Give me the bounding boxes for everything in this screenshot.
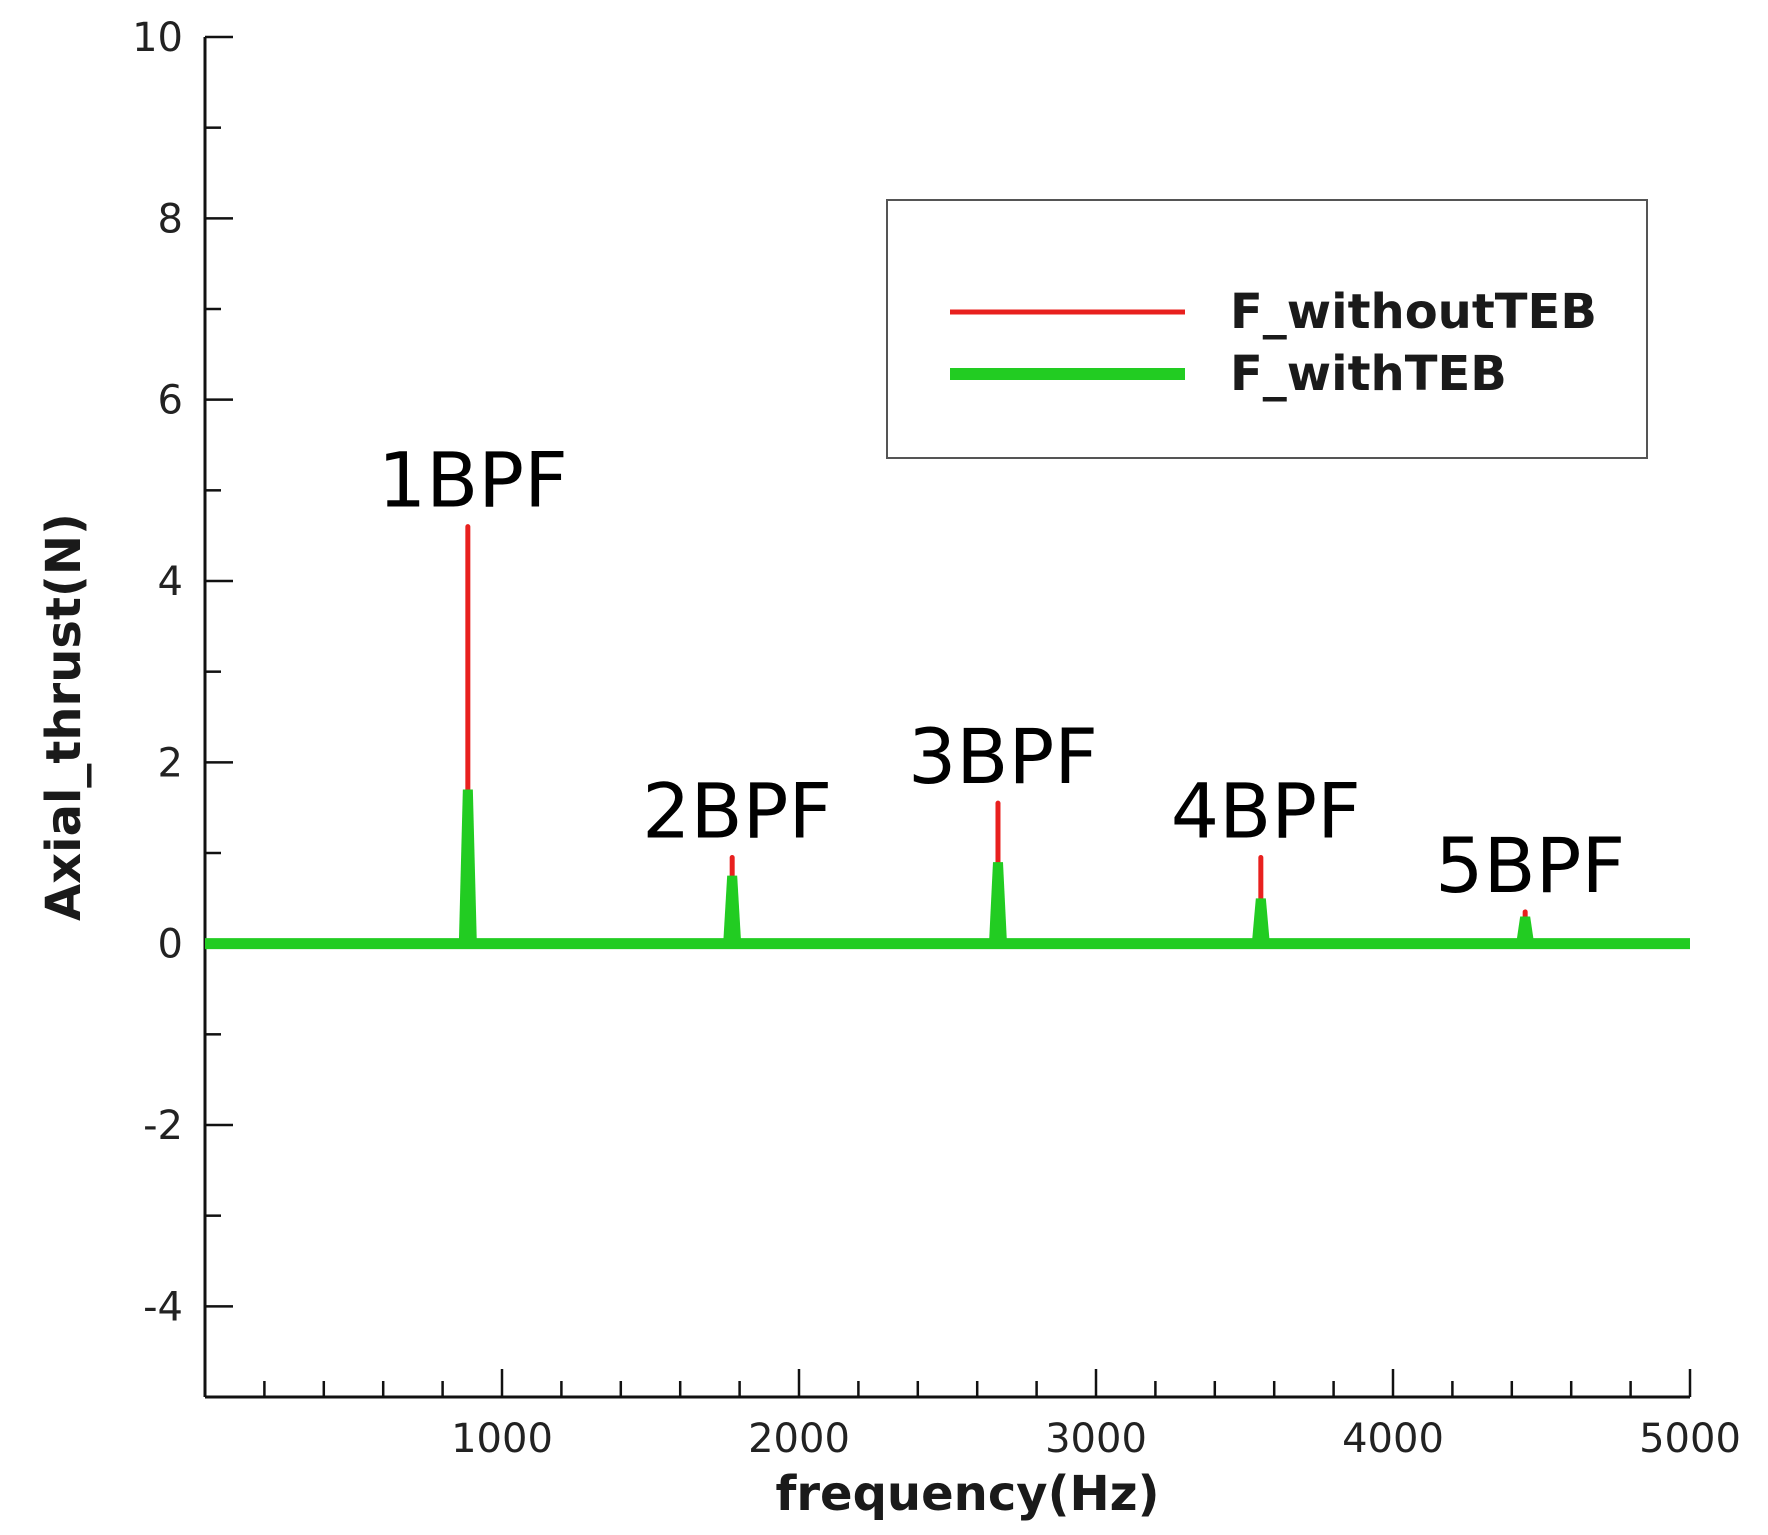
peak-label: 5BPF xyxy=(1435,821,1625,910)
peak-label: 4BPF xyxy=(1171,767,1361,856)
y-tick-label: 0 xyxy=(158,922,183,968)
peak-label: 3BPF xyxy=(908,712,1098,801)
withTEB-peak xyxy=(458,789,477,944)
axes: -4 -2 0 2 4 6 8 10 1000 2000 3000 4000 5000 frequency… xyxy=(36,15,1741,1522)
y-tick-label: -2 xyxy=(143,1103,183,1149)
x-tick-label: 2000 xyxy=(748,1416,850,1462)
withTEB-peak xyxy=(723,875,742,944)
withTEB-peak xyxy=(988,862,1007,944)
y-axis-title: Axial_thrust(N) xyxy=(36,513,92,921)
y-tick-label: 8 xyxy=(158,196,183,242)
withTEB-peak xyxy=(1516,916,1535,944)
y-tick-label: 4 xyxy=(158,559,183,605)
y-tick-label: 10 xyxy=(132,15,183,61)
peak-label: 1BPF xyxy=(378,436,568,525)
legend-box xyxy=(886,199,1648,459)
legend: F_withoutTEB F_withTEB xyxy=(886,199,1648,459)
x-tick-label: 5000 xyxy=(1639,1416,1741,1462)
x-axis-title: frequency(Hz) xyxy=(775,1466,1159,1522)
y-tick-label: 6 xyxy=(158,378,183,424)
x-tick-label: 3000 xyxy=(1045,1416,1147,1462)
legend-label-withTEB: F_withTEB xyxy=(1230,346,1507,402)
peak-label: 2BPF xyxy=(642,767,832,856)
series-layer xyxy=(205,524,1690,950)
withTEB-peak xyxy=(1251,898,1270,944)
peak-annotations: 1BPF 2BPF 3BPF 4BPF 5BPF xyxy=(378,436,1625,910)
x-tick-label: 1000 xyxy=(451,1416,553,1462)
y-tick-label: -4 xyxy=(143,1284,183,1330)
y-tick-label: 2 xyxy=(158,740,183,786)
x-tick-label: 4000 xyxy=(1342,1416,1444,1462)
legend-label-withoutTEB: F_withoutTEB xyxy=(1230,284,1597,340)
